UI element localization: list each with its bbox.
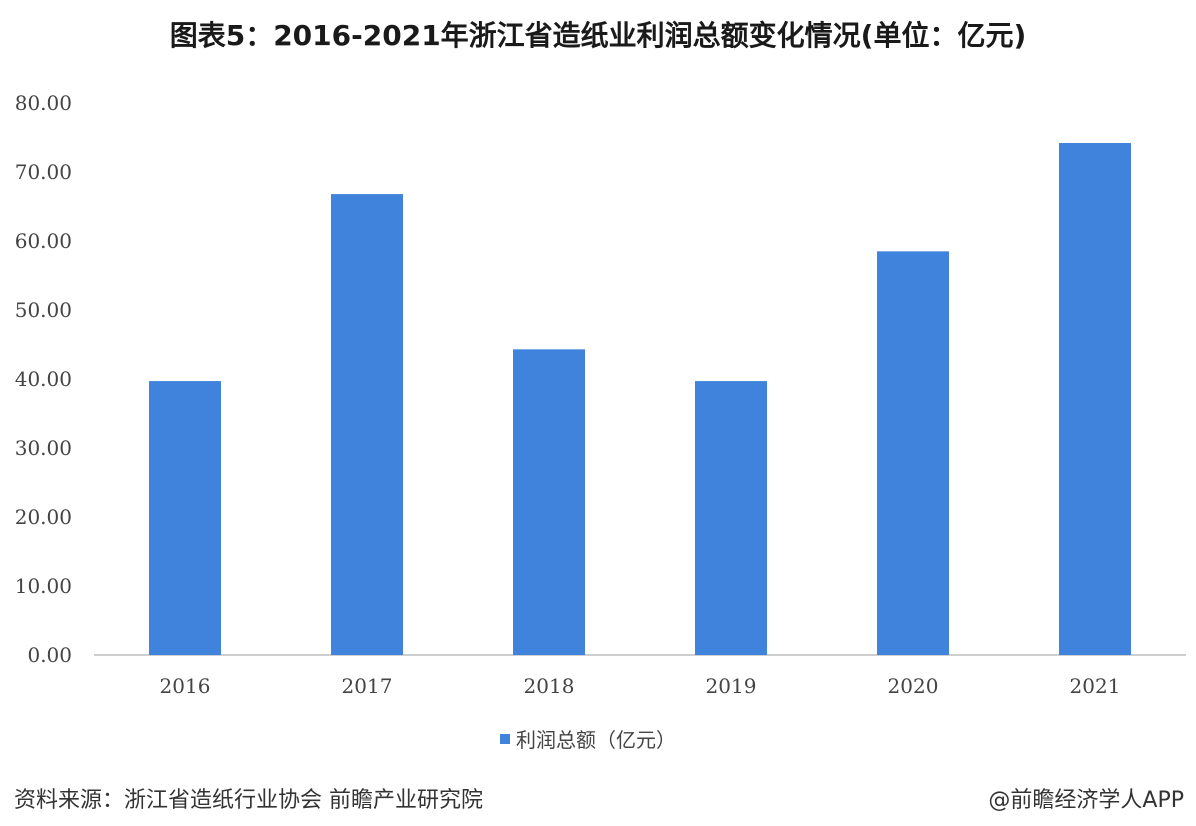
- y-tick-label: 40.00: [15, 367, 72, 391]
- bar-2019: [695, 381, 767, 655]
- y-tick-label: 50.00: [15, 298, 72, 322]
- legend-label: 利润总额（亿元）: [516, 728, 676, 752]
- legend: 利润总额（亿元）: [500, 728, 676, 752]
- bar-2016: [149, 381, 221, 655]
- y-tick-label: 60.00: [15, 229, 72, 253]
- bar-2017: [331, 194, 403, 655]
- x-axis-ticks: 2016 2017 2018 2019 2020 2021: [160, 674, 1121, 698]
- bar-2020: [877, 251, 949, 655]
- bar-2018: [513, 349, 585, 655]
- y-tick-label: 70.00: [15, 160, 72, 184]
- x-tick-label: 2019: [706, 674, 757, 698]
- bar-chart: 0.00 10.00 20.00 30.00 40.00 50.00 60.00 70.00 8…: [15, 91, 1186, 752]
- bars: [149, 143, 1131, 655]
- x-tick-label: 2017: [342, 674, 393, 698]
- credit-note: @前瞻经济学人APP: [988, 788, 1184, 813]
- source-note: 资料来源：浙江省造纸行业协会 前瞻产业研究院: [14, 788, 483, 813]
- x-tick-label: 2020: [888, 674, 939, 698]
- x-tick-label: 2018: [524, 674, 575, 698]
- y-tick-label: 20.00: [15, 505, 72, 529]
- y-tick-label: 80.00: [15, 91, 72, 115]
- y-tick-label: 10.00: [15, 574, 72, 598]
- y-axis-ticks: 0.00 10.00 20.00 30.00 40.00 50.00 60.00 70.00 8…: [15, 91, 72, 667]
- legend-swatch: [500, 734, 510, 744]
- bar-2021: [1059, 143, 1131, 655]
- x-tick-label: 2021: [1070, 674, 1121, 698]
- page-title: 图表5：2016-2021年浙江省造纸业利润总额变化情况(单位：亿元): [169, 19, 1027, 52]
- x-tick-label: 2016: [160, 674, 211, 698]
- y-tick-label: 0.00: [27, 643, 72, 667]
- y-tick-label: 30.00: [15, 436, 72, 460]
